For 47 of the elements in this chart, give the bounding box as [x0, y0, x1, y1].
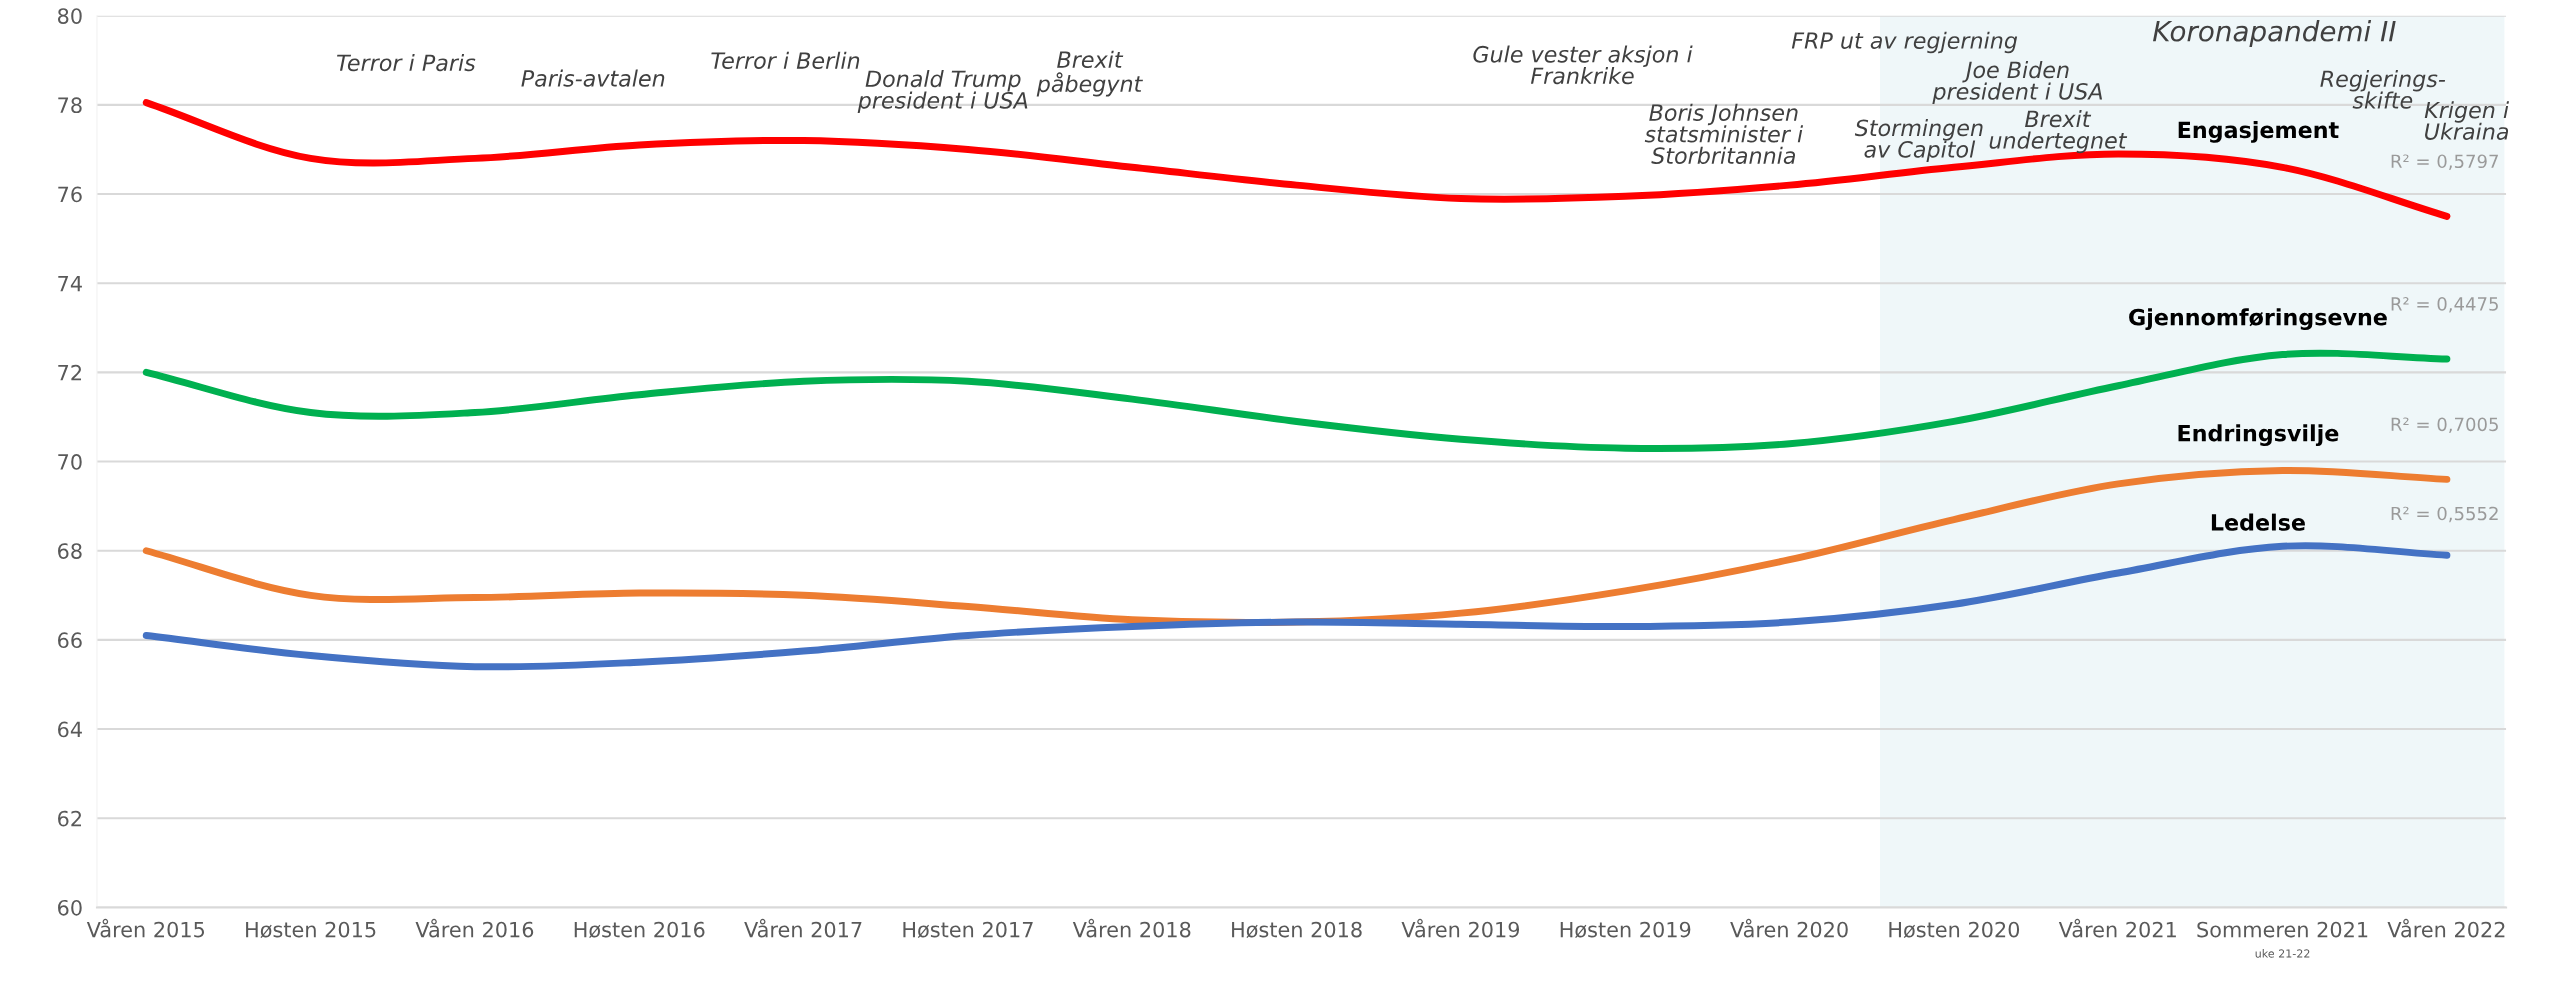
y-tick-label: 64	[58, 721, 82, 738]
annotation: R² = 0,5797	[2391, 154, 2498, 170]
y-tick-label: 80	[57, 8, 82, 24]
x-tick-label: Høsten 2016	[574, 921, 705, 939]
annotation: Brexit påbegynt	[1036, 50, 1143, 97]
x-tick-label: Våren 2016	[415, 918, 534, 938]
annotation: R² = 0,5552	[2391, 506, 2498, 523]
annotation: Joe Biden president i USA	[1932, 61, 2103, 105]
text: uke 21-22	[2255, 949, 2310, 958]
x-tick-label: Våren 2020	[1730, 918, 1848, 938]
annotation: R² = 0,7005	[2391, 417, 2498, 433]
series-label: Endringsvilje	[2178, 424, 2339, 446]
x-tick-label: Høsten 2020	[1889, 921, 2020, 939]
y-tick-label: 72	[58, 364, 81, 381]
series-label: Gjennomføringsevne	[2129, 308, 2387, 331]
x-tick-label: Høsten 2019	[1560, 921, 1691, 939]
band-label: Koronapandemi II	[2152, 20, 2396, 47]
annotation: Donald Trump president i USA	[857, 69, 1028, 113]
y-tick-label: 70	[58, 454, 82, 470]
annotation: Stormingen av Capitol	[1854, 119, 1983, 163]
x-tick-label: Sommeren 2021	[2197, 921, 2368, 938]
annotation: FRP ut av regjerning	[1791, 31, 2018, 54]
x-tick-label: Våren 2019	[1401, 918, 1520, 938]
x-tick-label: Våren 2015	[86, 918, 205, 938]
annotation: Terror i Berlin	[711, 51, 860, 69]
x-tick-label: Høsten 2018	[1232, 921, 1362, 939]
annotation: R² = 0,4475	[2391, 297, 2498, 313]
y-tick-label: 62	[58, 810, 81, 827]
x-tick-label: Høsten 2017	[903, 921, 1033, 939]
y-tick-label: 66	[58, 632, 82, 649]
x-tick-label: Våren 2022	[2387, 918, 2505, 938]
annotation: Boris Johnsen statsminister i Storbritannia	[1644, 103, 1804, 165]
annotation: Gule vester aksjon i Frankrike	[1473, 45, 1693, 85]
x-tick-label: Våren 2018	[1072, 918, 1191, 938]
x-tick-label: Våren 2017	[744, 918, 862, 938]
y-tick-label: 78	[58, 97, 82, 114]
series-label: Engasjement	[2178, 121, 2339, 143]
annotation: Terror i Paris	[337, 53, 476, 72]
annotation: Brexit undertegnet	[1989, 110, 2128, 154]
y-tick-label: 60	[58, 899, 82, 916]
y-tick-label: 74	[58, 275, 82, 292]
x-tick-label: Våren 2021	[2058, 918, 2176, 938]
series-label: Ledelse	[2211, 513, 2305, 531]
y-tick-label: 76	[58, 186, 82, 203]
x-tick-label: Høsten 2015	[246, 921, 376, 939]
y-tick-label: 68	[58, 543, 82, 559]
annotation: Paris-avtalen	[521, 69, 665, 87]
